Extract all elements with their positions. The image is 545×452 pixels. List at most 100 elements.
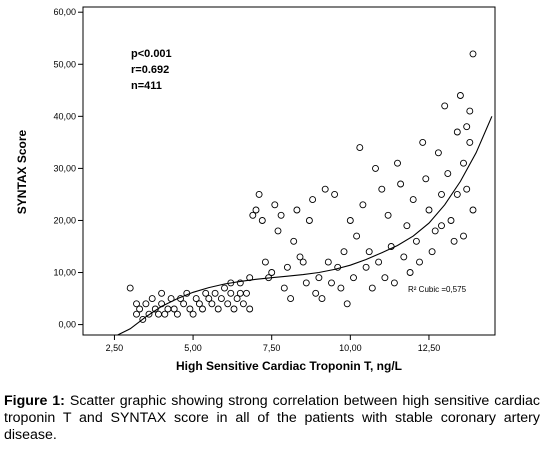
y-tick-label: 20,00 — [53, 215, 76, 225]
data-point — [224, 300, 232, 308]
data-point — [290, 237, 298, 245]
data-point — [161, 310, 169, 318]
data-point — [233, 295, 241, 303]
data-point — [381, 274, 389, 282]
data-point — [214, 305, 222, 313]
y-tick-label: 30,00 — [53, 163, 76, 173]
data-point — [217, 295, 225, 303]
data-point — [350, 274, 357, 282]
data-point — [375, 258, 383, 266]
data-point — [353, 232, 361, 240]
data-point — [469, 206, 477, 214]
data-point — [384, 211, 392, 219]
y-axis: 0,00 10,00 20,00 30,00 40,00 50,00 60,00 — [53, 7, 83, 330]
data-point — [425, 206, 433, 214]
data-point — [340, 248, 348, 256]
data-point — [136, 305, 144, 313]
data-point — [208, 300, 216, 308]
data-point — [469, 50, 477, 58]
data-point — [230, 305, 238, 313]
stats-line: n=411 — [131, 80, 162, 92]
data-point — [211, 289, 219, 297]
data-point — [255, 190, 263, 198]
y-tick-label: 40,00 — [53, 111, 76, 121]
data-point — [372, 164, 379, 172]
data-point — [453, 128, 461, 136]
data-point — [447, 217, 455, 224]
stats-annotation: p<0.001 r=0.692 n=411 — [131, 48, 172, 92]
data-point — [453, 190, 461, 198]
data-point — [343, 300, 351, 308]
data-point — [126, 284, 134, 292]
data-point — [422, 175, 430, 183]
data-point — [271, 201, 279, 209]
data-point — [236, 279, 244, 287]
x-tick-label: 7,50 — [263, 343, 281, 353]
x-axis: 2,50 5,00 7,50 10,00 12,50 — [106, 335, 441, 353]
data-point — [412, 237, 420, 245]
data-point — [416, 258, 423, 266]
x-tick-label: 2,50 — [106, 343, 124, 353]
data-point — [321, 185, 329, 193]
data-point — [261, 258, 269, 266]
data-point — [170, 305, 178, 313]
data-point — [441, 102, 449, 110]
data-point — [139, 315, 147, 323]
data-point — [359, 201, 367, 209]
data-point — [293, 206, 301, 214]
data-point — [438, 222, 445, 230]
y-tick-label: 60,00 — [53, 7, 76, 17]
data-point — [463, 185, 471, 193]
data-point — [133, 300, 140, 308]
x-axis-label: High Sensitive Cardiac Troponin T, ng/L — [176, 359, 402, 373]
data-point — [258, 217, 266, 224]
y-tick-label: 50,00 — [53, 59, 76, 69]
data-point — [460, 232, 467, 240]
data-point — [283, 263, 291, 271]
data-point — [466, 138, 474, 146]
data-point — [246, 305, 254, 313]
data-point — [450, 237, 458, 245]
data-point — [444, 170, 452, 178]
data-point — [434, 149, 442, 157]
data-point — [243, 289, 250, 297]
x-tick-label: 5,00 — [184, 343, 202, 353]
data-point — [365, 248, 373, 256]
data-point — [312, 289, 320, 297]
data-point — [221, 284, 228, 292]
data-point — [199, 305, 206, 313]
data-point — [466, 107, 474, 115]
fit-line-group — [117, 116, 493, 336]
data-point — [246, 274, 254, 282]
caption-text: Scatter graphic showing strong correlati… — [4, 393, 540, 443]
caption-label: Figure 1: — [4, 393, 65, 409]
y-axis-label: SYNTAX Score — [15, 129, 29, 214]
data-point — [302, 279, 310, 287]
figure-caption: Figure 1: Scatter graphic showing strong… — [4, 393, 540, 444]
fit-line — [117, 116, 493, 336]
scatter-chart: 0,00 10,00 20,00 30,00 40,00 50,00 60,00 2,50 5… — [15, 6, 496, 373]
x-tick-label: 12,50 — [418, 343, 441, 353]
data-point — [268, 269, 276, 276]
data-point — [428, 248, 436, 256]
data-point — [356, 144, 364, 152]
data-point — [390, 279, 398, 287]
data-point — [406, 269, 414, 276]
data-point — [460, 159, 467, 167]
data-point — [158, 289, 166, 297]
data-point — [463, 123, 471, 131]
data-point — [142, 300, 150, 308]
data-point — [252, 206, 260, 214]
data-point — [189, 310, 197, 318]
data-point — [202, 289, 210, 297]
data-point — [236, 289, 244, 297]
data-point — [296, 253, 304, 261]
x-tick-label: 10,00 — [339, 343, 362, 353]
data-point — [155, 310, 162, 318]
y-tick-label: 0,00 — [58, 320, 76, 330]
data-point — [287, 295, 295, 303]
data-point — [409, 196, 417, 204]
data-point — [173, 310, 181, 318]
data-point — [133, 310, 140, 318]
data-point — [378, 185, 386, 193]
